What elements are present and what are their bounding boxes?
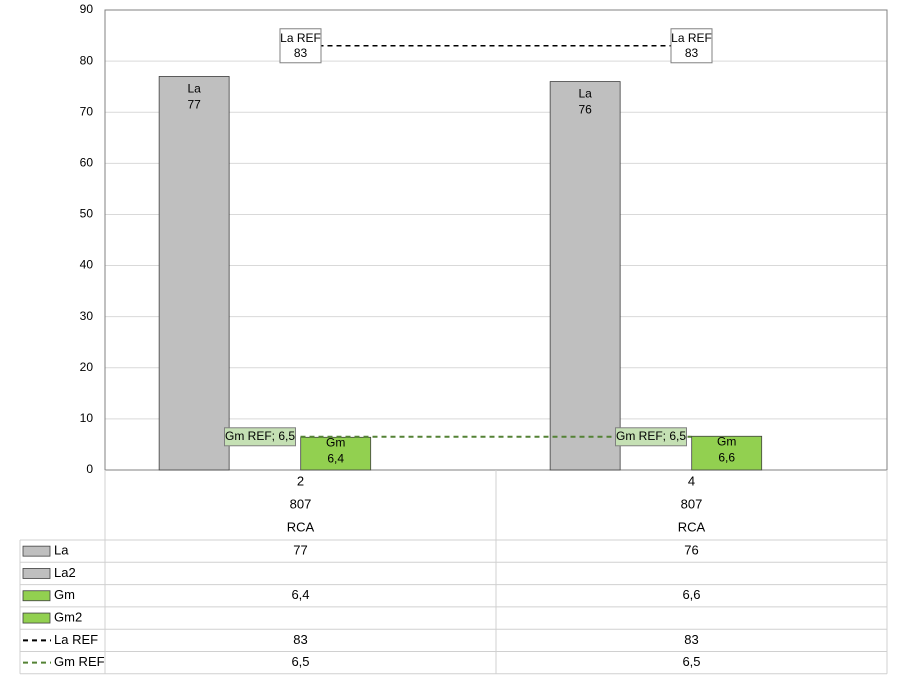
bar-label-name: Gm <box>717 434 736 448</box>
line-label-value: 83 <box>294 46 308 60</box>
line-label-name: La REF <box>280 31 321 45</box>
bar <box>691 435 763 471</box>
label-name: Gm REF <box>225 429 272 443</box>
y-tick-label: 30 <box>80 309 94 323</box>
legend-label: Gm2 <box>54 609 82 624</box>
y-tick-label: 10 <box>80 411 94 425</box>
table-value: 6,5 <box>682 654 700 669</box>
category-label: 807 <box>681 496 703 511</box>
label-value: 6,5 <box>278 429 295 443</box>
legend-label: La REF <box>54 632 98 647</box>
y-tick-label: 20 <box>80 360 94 374</box>
legend-key <box>22 568 51 579</box>
category-label: RCA <box>678 519 706 534</box>
bar-label-name: La <box>578 87 592 101</box>
category-label: 807 <box>290 496 312 511</box>
legend-label: Gm REF <box>54 654 105 669</box>
label-box <box>279 28 322 64</box>
table-value: 6,6 <box>682 587 700 602</box>
y-tick-label: 40 <box>80 258 94 272</box>
line-label: Gm REF; 6,5 <box>616 429 686 443</box>
label-box <box>615 427 687 447</box>
line-label: Gm REF; 6,5 <box>225 429 295 443</box>
legend-key <box>22 590 51 602</box>
y-tick-label: 90 <box>80 2 94 16</box>
category-label: 4 <box>688 473 695 488</box>
bar-label-name: Gm <box>326 435 345 449</box>
bar-label-value: 6,6 <box>718 450 735 464</box>
label-box <box>224 427 296 447</box>
legend-key <box>22 612 51 624</box>
table-value: 6,4 <box>291 587 309 602</box>
label-value: 6,5 <box>669 429 686 443</box>
label-name: Gm REF <box>616 429 663 443</box>
table-value: 83 <box>293 632 307 647</box>
bar-label-value: 76 <box>578 103 592 117</box>
y-tick-label: 0 <box>86 462 93 476</box>
bar-label-value: 77 <box>187 98 201 112</box>
y-tick-label: 60 <box>80 156 94 170</box>
label-box <box>670 28 713 64</box>
line-label-value: 83 <box>685 46 699 60</box>
label-separator: ; <box>272 429 279 443</box>
line-label-name: La REF <box>671 31 712 45</box>
table-value: 76 <box>684 543 698 558</box>
bar <box>300 436 372 471</box>
bar <box>549 81 621 471</box>
y-tick-label: 80 <box>80 53 94 67</box>
bar-label-name: La <box>187 82 201 96</box>
label-separator: ; <box>663 429 670 443</box>
category-label: RCA <box>287 519 315 534</box>
category-label: 2 <box>297 473 304 488</box>
legend-label: La2 <box>54 565 76 580</box>
bar <box>158 76 230 471</box>
table-value: 83 <box>684 632 698 647</box>
y-tick-label: 70 <box>80 104 94 118</box>
table-value: 77 <box>293 543 307 558</box>
legend-key <box>22 545 51 557</box>
bar-label-value: 6,4 <box>327 451 344 465</box>
legend-label: Gm <box>54 587 75 602</box>
legend-label: La <box>54 543 69 558</box>
y-tick-label: 50 <box>80 207 94 221</box>
table-value: 6,5 <box>291 654 309 669</box>
